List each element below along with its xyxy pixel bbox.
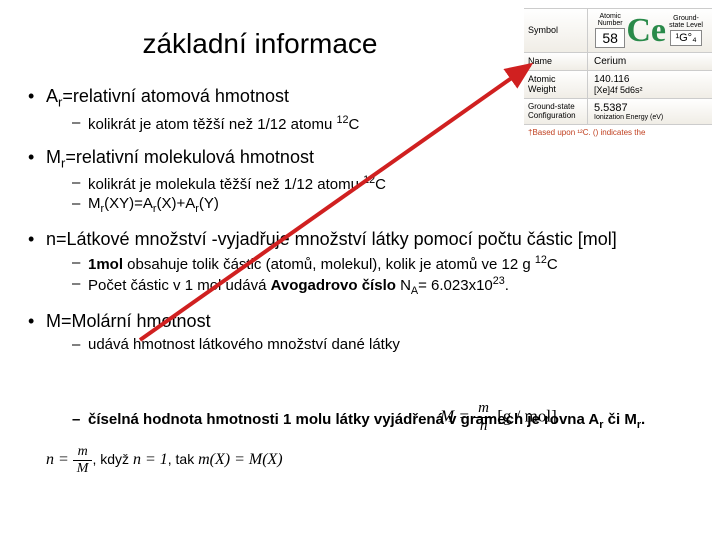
card-label-config: Ground-state Configuration — [524, 99, 588, 124]
card-label-gs-level: Ground-state Level — [666, 15, 706, 29]
card-weight: 140.116 — [594, 74, 629, 85]
card-atomic-number: 58 — [595, 28, 625, 48]
bullet-m-sub1: udává hmotnost látkového množství dané l… — [28, 336, 708, 353]
card-footer: †Based upon ¹²C. () indicates the — [524, 125, 712, 140]
card-symbol: Ce — [626, 14, 666, 48]
bullet-n-sub2: Počet částic v 1 mol udává Avogadrovo čí… — [28, 275, 708, 297]
periodic-table-card: Symbol Atomic Number 58 Ce Ground-state … — [524, 8, 712, 140]
card-config: [Xe]4f 5d6s² — [594, 85, 643, 95]
card-label-ionization: Ionization Energy (eV) — [594, 114, 663, 121]
card-label-weight: Atomic Weight — [524, 71, 588, 98]
bullet-m-sub2: číselná hodnota hmotnosti 1 molu látky v… — [28, 411, 708, 431]
formula-amount: n = mM, když n = 1, tak m(X) = M(X) — [46, 444, 283, 477]
formula-molar-mass: M = mn [g / mol] — [440, 400, 557, 435]
bullet-n-sub1: 1mol obsahuje tolik částic (atomů, molek… — [28, 254, 708, 273]
card-ionization: 5.5387 — [594, 102, 628, 114]
bullet-m: M=Molární hmotnost — [28, 311, 708, 332]
bullet-mr-sub1: kolikrát je molekula těžší než 1/12 atom… — [28, 174, 708, 193]
card-label-symbol: Symbol — [524, 9, 588, 52]
bullet-mr: Mr=relativní molekulová hmotnost — [28, 147, 708, 171]
card-name: Cerium — [588, 53, 712, 70]
card-label-name: Name — [524, 53, 588, 70]
card-gs-level: ¹G°₄ — [670, 30, 701, 46]
bullet-mr-sub2: Mr(XY)=Ar(X)+Ar(Y) — [28, 195, 708, 215]
bullet-n: n=Látkové množství -vyjadřuje množství l… — [28, 229, 708, 250]
card-label-atomic-number: Atomic Number — [594, 13, 626, 27]
